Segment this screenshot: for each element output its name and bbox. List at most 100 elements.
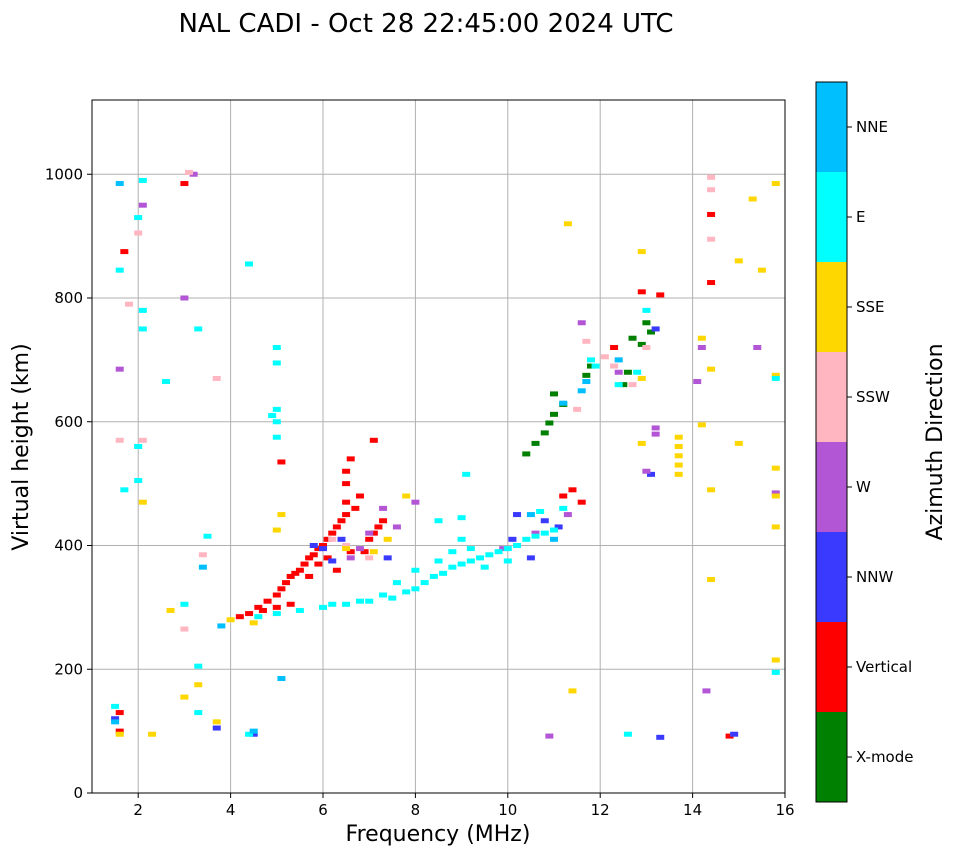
data-point-e: [272, 611, 281, 617]
data-point-vertical: [346, 456, 355, 462]
data-point-vertical: [342, 512, 351, 518]
data-point-sse: [402, 493, 411, 499]
data-point-w: [180, 295, 189, 301]
data-point-sse: [115, 731, 124, 737]
data-point-vertical: [115, 728, 124, 734]
data-point-e: [591, 363, 600, 369]
data-point-e: [388, 595, 397, 601]
data-point-sse: [734, 258, 743, 264]
data-point-nnw: [337, 536, 346, 542]
data-point-vertical: [725, 733, 734, 739]
data-point-ssw: [573, 406, 582, 412]
data-point-vertical: [346, 549, 355, 555]
data-point-e: [268, 413, 277, 419]
data-point-vertical: [309, 552, 318, 558]
data-point-sse: [757, 267, 766, 273]
data-point-e: [295, 607, 304, 613]
data-point-vertical: [272, 604, 281, 610]
data-point-w: [115, 366, 124, 372]
data-point-nne: [115, 181, 124, 187]
data-point-e: [633, 369, 642, 375]
data-point-nnw: [111, 716, 120, 722]
data-point-e: [550, 527, 558, 533]
data-point-nnw: [540, 518, 549, 524]
data-point-e: [485, 552, 494, 558]
data-point-ssw: [628, 382, 637, 388]
x-tick-label: 4: [226, 801, 236, 819]
data-point-w: [771, 490, 780, 496]
data-point-e: [272, 419, 281, 425]
colorbar-label-nnw: NNW: [856, 568, 893, 586]
data-point-sse: [212, 719, 221, 725]
series-w: [115, 171, 780, 739]
data-point-e: [134, 478, 143, 484]
data-point-vertical: [365, 536, 374, 542]
data-point-nnw: [508, 536, 517, 542]
data-point-sse: [148, 731, 157, 737]
data-point-e: [120, 487, 129, 493]
data-point-vertical: [115, 710, 124, 716]
data-point-e: [272, 360, 281, 366]
data-point-sse: [138, 499, 147, 505]
data-point-sse: [697, 422, 706, 428]
data-point-e: [254, 614, 263, 620]
data-point-x-mode: [545, 420, 554, 426]
data-point-nnw: [554, 524, 563, 530]
data-point-vertical: [286, 573, 295, 579]
data-point-sse: [771, 372, 780, 378]
series-sse: [115, 181, 780, 737]
data-point-w: [642, 468, 651, 474]
data-point-e: [134, 444, 143, 449]
data-point-e: [115, 267, 124, 273]
data-point-e: [111, 703, 120, 709]
data-point-vertical: [314, 561, 323, 567]
data-point-sse: [637, 375, 646, 381]
plot-background: [92, 100, 785, 793]
data-point-e: [466, 546, 475, 552]
data-point-x-mode: [550, 391, 558, 397]
data-point-vertical: [323, 536, 332, 542]
data-point-nnw: [730, 731, 739, 737]
data-point-e: [379, 592, 388, 598]
colorbar-swatch-nne: [816, 82, 847, 172]
data-point-vertical: [360, 549, 369, 555]
colorbar-label-ssw: SSW: [856, 388, 890, 406]
data-point-sse: [707, 366, 716, 372]
data-point-e: [771, 375, 780, 381]
y-axis: 0 200 400 600 800 1000: [45, 165, 92, 802]
data-point-sse: [748, 196, 757, 202]
data-point-w: [651, 425, 660, 431]
data-point-ssw: [707, 236, 716, 242]
colorbar-label-sse: SSE: [856, 298, 885, 316]
data-point-nne: [198, 564, 207, 570]
data-point-e: [272, 434, 281, 440]
y-tick-label: 200: [54, 660, 83, 678]
data-point-w: [355, 546, 364, 552]
data-point-ssw: [328, 536, 337, 542]
colorbar-swatch-sse: [816, 262, 847, 352]
data-point-x-mode: [540, 430, 549, 436]
colorbar-label: Azimuth Direction: [923, 343, 948, 540]
data-point-e: [272, 406, 281, 412]
plot-frame: [91, 99, 786, 794]
data-point-e: [355, 598, 364, 604]
data-point-e: [392, 580, 401, 586]
data-point-vertical: [286, 601, 295, 607]
data-point-e: [457, 515, 466, 521]
data-point-nne: [277, 676, 286, 682]
y-tick-label: 400: [54, 537, 83, 555]
data-point-vertical: [342, 481, 351, 487]
data-point-x-mode: [582, 372, 591, 378]
data-point-sse: [674, 453, 683, 459]
data-point-w: [702, 688, 711, 694]
data-point-e: [642, 307, 651, 313]
data-point-vertical: [351, 505, 360, 511]
data-point-nnw: [319, 546, 327, 552]
data-point-vertical: [314, 546, 323, 552]
y-axis-label: Virtual height (km): [9, 343, 34, 550]
data-point-vertical: [277, 586, 286, 592]
data-point-nne: [550, 536, 558, 542]
data-point-e: [245, 261, 254, 267]
x-tick-label: 10: [498, 801, 517, 819]
